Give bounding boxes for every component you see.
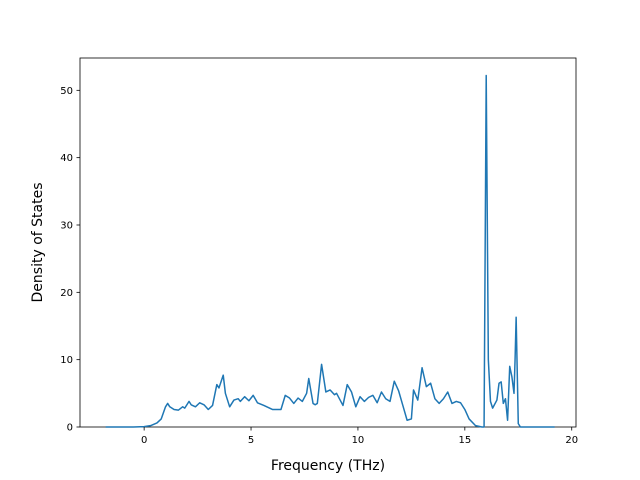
- dos-series-line: [105, 74, 555, 428]
- y-tick-label: 50: [60, 86, 73, 97]
- plot-area: [79, 57, 577, 428]
- x-tick-label: 20: [565, 435, 578, 446]
- x-tick-label: 0: [141, 435, 147, 446]
- y-axis-ticks: 0 10 20 30 40 50: [60, 86, 80, 434]
- x-tick-label: 10: [352, 435, 365, 446]
- axes-frame: [79, 57, 577, 428]
- y-tick-label: 10: [60, 355, 73, 366]
- y-tick-label: 40: [60, 153, 73, 164]
- y-axis-label: Density of States: [30, 183, 46, 303]
- y-tick-label: 0: [67, 423, 73, 434]
- x-axis-ticks: 0 5 10 15 20: [141, 427, 578, 446]
- x-tick-label: 5: [248, 435, 254, 446]
- y-tick-label: 30: [60, 220, 73, 231]
- y-tick-label: 20: [60, 288, 73, 299]
- x-axis-label: Frequency (THz): [271, 458, 385, 474]
- x-tick-label: 15: [458, 435, 471, 446]
